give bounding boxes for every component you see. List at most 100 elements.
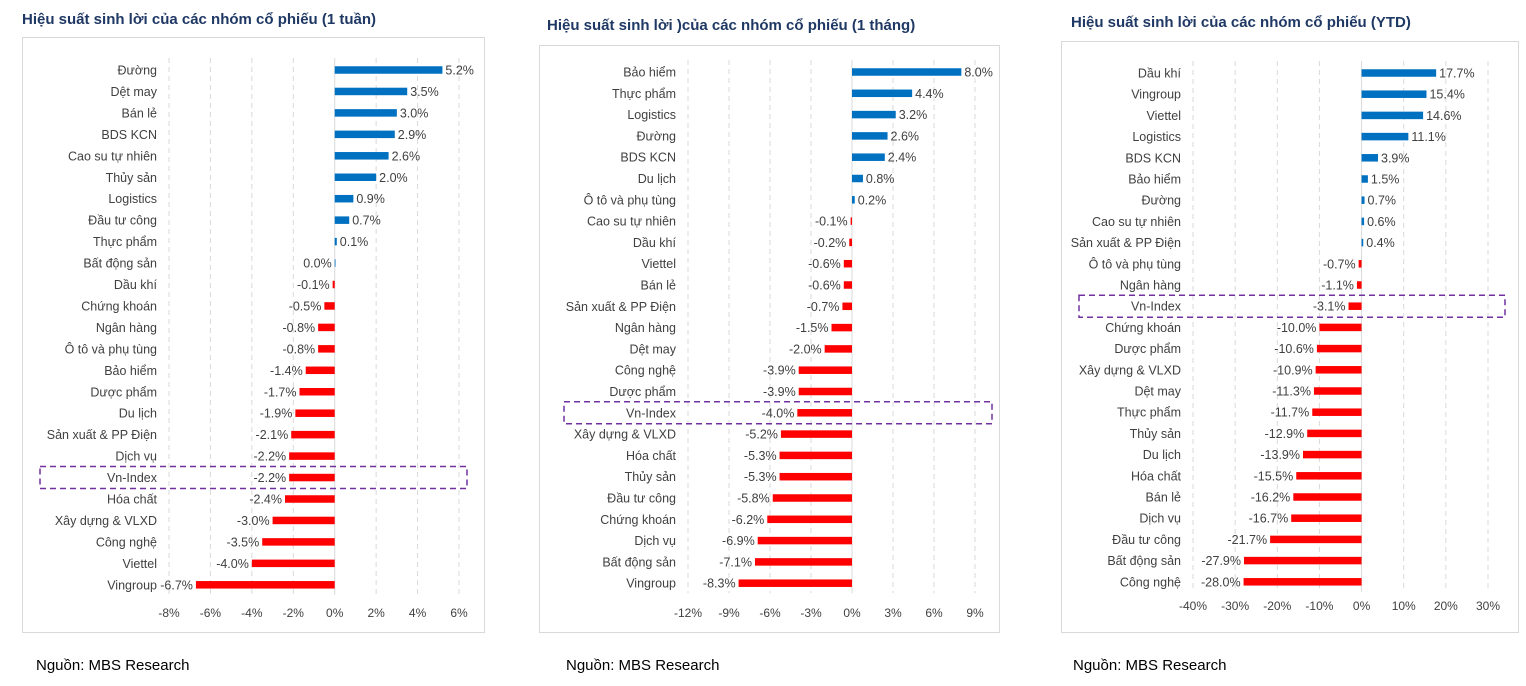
category-label: Hóa chất bbox=[107, 493, 158, 507]
value-label: 11.1% bbox=[1411, 130, 1446, 144]
bar bbox=[1293, 493, 1362, 501]
x-tick-label: 30% bbox=[1476, 599, 1500, 613]
value-label: -3.0% bbox=[237, 514, 270, 528]
value-label: -2.2% bbox=[253, 471, 286, 485]
bar-chart-1-month: -12% -9% -6% -3% 0% 3% 6% 9% Bảo hiểm 8.0% Thực ph… bbox=[563, 60, 993, 620]
bar bbox=[1348, 302, 1362, 310]
value-label: -5.8% bbox=[737, 492, 770, 506]
category-label: Bán lẻ bbox=[1146, 491, 1181, 505]
bar bbox=[272, 516, 335, 525]
value-label: -16.2% bbox=[1251, 491, 1291, 505]
category-label: Dược phẩm bbox=[609, 385, 676, 399]
bar bbox=[1291, 514, 1362, 522]
x-tick-label: -2% bbox=[283, 606, 305, 620]
bar bbox=[852, 89, 913, 98]
bar bbox=[1361, 175, 1368, 183]
chart-title-1-month: Hiệu suất sinh lời )của các nhóm cổ phiế… bbox=[547, 17, 916, 34]
category-label: BDS KCN bbox=[101, 128, 157, 142]
x-tick-label: 0% bbox=[843, 606, 861, 620]
value-label: -27.9% bbox=[1201, 554, 1241, 568]
bar bbox=[332, 280, 335, 289]
category-label: Bảo hiểm bbox=[623, 66, 676, 80]
value-label: -6.9% bbox=[722, 534, 755, 548]
category-label: Ô tô và phụ tùng bbox=[1089, 256, 1181, 271]
category-label: Logistics bbox=[627, 108, 676, 122]
category-label: BDS KCN bbox=[620, 151, 676, 165]
bar bbox=[195, 581, 335, 589]
value-label: 0.2% bbox=[858, 193, 887, 207]
bar bbox=[1315, 366, 1362, 374]
bar bbox=[289, 452, 335, 460]
x-tick-label: 3% bbox=[884, 606, 902, 620]
bar bbox=[1361, 217, 1365, 226]
bar bbox=[798, 387, 852, 396]
value-label: -3.5% bbox=[227, 535, 260, 549]
category-label: Dầu khí bbox=[633, 236, 677, 250]
value-label: -1.1% bbox=[1321, 279, 1354, 293]
bar bbox=[334, 66, 443, 74]
bar bbox=[772, 494, 852, 502]
bar bbox=[1361, 238, 1364, 247]
category-label: Đầu tư công bbox=[1112, 533, 1181, 547]
category-label: Bảo hiểm bbox=[104, 364, 157, 378]
value-label: 1.5% bbox=[1371, 173, 1400, 187]
bar bbox=[780, 430, 852, 438]
value-label: 0.9% bbox=[356, 192, 385, 206]
x-tick-label: 6% bbox=[925, 606, 943, 620]
x-tick-label: 9% bbox=[966, 606, 984, 620]
bar bbox=[334, 152, 389, 160]
bar bbox=[1270, 535, 1362, 544]
value-label: 0.7% bbox=[352, 214, 381, 228]
value-label: -0.7% bbox=[1323, 257, 1356, 271]
bar bbox=[1302, 450, 1362, 459]
category-label: Vingroup bbox=[1131, 88, 1181, 102]
value-label: 0.8% bbox=[866, 172, 895, 186]
value-label: -7.1% bbox=[719, 555, 752, 569]
category-label: Chứng khoán bbox=[600, 513, 676, 527]
value-label: 0.0% bbox=[303, 257, 332, 271]
x-tick-label: -40% bbox=[1179, 599, 1207, 613]
value-label: 3.2% bbox=[899, 108, 928, 122]
x-tick-label: -30% bbox=[1221, 599, 1249, 613]
category-label: Vingroup bbox=[626, 577, 676, 591]
category-label: Viettel bbox=[641, 257, 676, 271]
category-label: Cao su tự nhiên bbox=[1092, 215, 1181, 229]
vn-index-highlight-box bbox=[563, 401, 993, 425]
value-label: -0.7% bbox=[807, 300, 840, 314]
value-label: -4.0% bbox=[216, 557, 249, 571]
bar bbox=[324, 302, 335, 310]
bar bbox=[305, 366, 335, 375]
value-label: -0.6% bbox=[808, 257, 841, 271]
x-tick-label: 2% bbox=[367, 606, 385, 620]
value-label: -3.9% bbox=[763, 385, 796, 399]
x-tick-label: -8% bbox=[158, 606, 180, 620]
bar bbox=[754, 558, 852, 566]
source-note-1: Nguồn: MBS Research bbox=[36, 657, 190, 674]
bar bbox=[318, 345, 335, 353]
chart-panel-1-month: -12% -9% -6% -3% 0% 3% 6% 9% Bảo hiểm 8.0% Thực ph… bbox=[539, 45, 1000, 633]
source-note-2: Nguồn: MBS Research bbox=[566, 657, 720, 674]
bar bbox=[334, 87, 408, 96]
category-label: Dệt may bbox=[1134, 385, 1181, 399]
category-label: Ngân hàng bbox=[1120, 279, 1181, 293]
bar bbox=[738, 579, 852, 587]
bar bbox=[852, 196, 855, 204]
chart-panel-1-week: -8% -6% -4% -2% 0% 2% 4% 6% Đường 5.2% Dệt may 3.5%… bbox=[22, 37, 485, 633]
bar bbox=[1356, 281, 1362, 289]
category-label: Ngân hàng bbox=[615, 321, 676, 335]
bar bbox=[1358, 260, 1362, 268]
category-label: Đường bbox=[637, 129, 677, 143]
category-label: Dệt may bbox=[110, 85, 157, 99]
bar bbox=[1361, 132, 1409, 141]
x-tick-label: 0% bbox=[1353, 599, 1371, 613]
value-label: 3.0% bbox=[400, 106, 429, 120]
category-label: Công nghệ bbox=[1120, 575, 1181, 589]
bar bbox=[334, 194, 354, 203]
category-label: Hóa chất bbox=[1131, 469, 1182, 483]
value-label: -5.3% bbox=[744, 449, 777, 463]
bar bbox=[767, 515, 852, 524]
bar bbox=[334, 259, 336, 267]
category-label: Dầu khí bbox=[1138, 67, 1182, 81]
value-label: 17.7% bbox=[1439, 67, 1474, 81]
bar bbox=[285, 495, 335, 503]
